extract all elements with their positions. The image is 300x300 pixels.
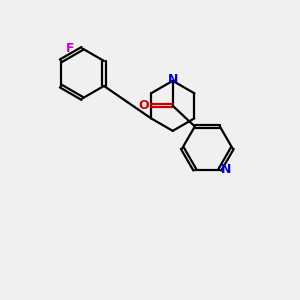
Text: O: O [139, 99, 149, 112]
Text: N: N [168, 74, 178, 86]
Text: N: N [221, 163, 232, 176]
Text: F: F [65, 42, 74, 55]
